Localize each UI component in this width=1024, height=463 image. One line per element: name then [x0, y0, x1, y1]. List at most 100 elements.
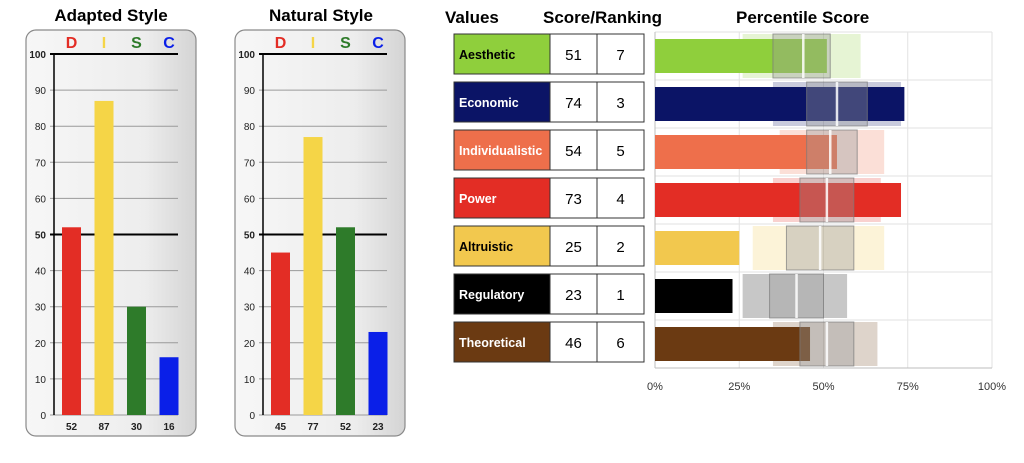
percentile-bar-economic: [655, 87, 905, 121]
range-band-outer-altruistic: [752, 226, 885, 270]
value-label-cell-theoretical: [453, 321, 551, 363]
natural-ytick-label: 40: [244, 267, 256, 278]
adapted-style-title: Adapted Style: [54, 6, 168, 25]
values-header: Values: [445, 8, 499, 27]
adapted-ytick-label: 0: [40, 411, 46, 422]
natural-ytick-label: 70: [244, 158, 256, 169]
rank-value: 3: [616, 95, 624, 112]
rank-value: 4: [616, 191, 624, 208]
value-label-cell-power: [453, 177, 551, 219]
natural-ytick-label: 10: [244, 375, 256, 386]
score-cell: [549, 273, 598, 315]
natural-bar-I: [303, 137, 323, 415]
adapted-value-label: 87: [98, 422, 110, 433]
percentile-score-title: Percentile Score: [736, 8, 870, 27]
value-label: Altruistic: [459, 240, 513, 254]
score-value: 74: [565, 95, 582, 112]
adapted-category-S: S: [131, 35, 142, 52]
percentile-bar-regulatory: [655, 279, 733, 313]
adapted-category-D: D: [66, 35, 78, 52]
range-band-outer-regulatory: [742, 274, 848, 318]
adapted-ytick-label: 30: [35, 303, 47, 314]
natural-style-title: Natural Style: [269, 6, 373, 25]
natural-value-label: 77: [307, 422, 319, 433]
score-cell: [549, 33, 598, 75]
adapted-value-label: 30: [131, 422, 143, 433]
score-cell: [549, 321, 598, 363]
adapted-bar-S: [127, 306, 146, 415]
score-ranking-header: Score/Ranking: [543, 8, 663, 27]
score-value: 54: [565, 143, 582, 160]
natural-value-label: 52: [340, 422, 352, 433]
value-label: Economic: [459, 96, 519, 110]
score-cell: [549, 129, 598, 171]
rank-value: 5: [616, 143, 624, 160]
value-label: Theoretical: [459, 336, 526, 350]
score-value: 51: [565, 47, 582, 64]
rank-cell: [596, 225, 645, 267]
natural-ytick-label: 80: [244, 122, 256, 133]
adapted-value-label: 52: [66, 422, 78, 433]
adapted-ytick-label: 70: [35, 158, 47, 169]
adapted-ytick-label: 90: [35, 86, 47, 97]
natural-ytick-label: 100: [238, 50, 255, 61]
adapted-bar-D: [62, 227, 81, 415]
natural-category-S: S: [340, 35, 351, 52]
value-label-cell-economic: [453, 81, 551, 123]
rank-cell: [596, 177, 645, 219]
percentile-bar-aesthetic: [655, 39, 827, 73]
adapted-category-C: C: [163, 35, 175, 52]
value-label-cell-aesthetic: [453, 33, 551, 75]
rank-cell: [596, 321, 645, 363]
value-label-cell-regulatory: [453, 273, 551, 315]
adapted-ytick-label: 100: [29, 50, 46, 61]
value-label: Aesthetic: [459, 48, 515, 62]
percentile-xtick-label: 25%: [728, 381, 750, 393]
natural-category-D: D: [275, 35, 287, 52]
natural-ytick-label: 20: [244, 339, 256, 350]
score-value: 25: [565, 239, 582, 256]
percentile-bar-theoretical: [655, 327, 811, 361]
natural-value-label: 45: [275, 422, 287, 433]
percentile-xtick-label: 0%: [647, 381, 663, 393]
adapted-ytick-label: 50: [35, 231, 47, 242]
natural-category-C: C: [372, 35, 384, 52]
rank-value: 2: [616, 239, 624, 256]
natural-bar-D: [271, 252, 290, 415]
natural-ytick-label: 30: [244, 303, 256, 314]
adapted-category-I: I: [102, 35, 106, 52]
adapted-bar-C: [159, 357, 179, 415]
natural-bar-C: [368, 331, 388, 415]
adapted-ytick-label: 10: [35, 375, 47, 386]
value-label-cell-individualistic: [453, 129, 551, 171]
range-band-inner-aesthetic: [772, 33, 831, 79]
rank-value: 7: [616, 47, 624, 64]
rank-cell: [596, 129, 645, 171]
value-label: Regulatory: [459, 288, 524, 302]
adapted-ytick-label: 60: [35, 194, 47, 205]
adapted-ytick-label: 20: [35, 339, 47, 350]
percentile-xtick-label: 100%: [978, 381, 1006, 393]
natural-ytick-label: 90: [244, 86, 256, 97]
natural-ytick-label: 50: [244, 231, 256, 242]
score-value: 73: [565, 191, 582, 208]
rank-cell: [596, 33, 645, 75]
percentile-bar-power: [655, 183, 902, 217]
rank-cell: [596, 273, 645, 315]
value-label: Power: [459, 192, 497, 206]
score-cell: [549, 177, 598, 219]
percentile-bar-altruistic: [655, 231, 740, 265]
rank-cell: [596, 81, 645, 123]
rank-value: 6: [616, 335, 624, 352]
adapted-bar-I: [94, 100, 114, 416]
natural-bar-S: [336, 227, 355, 415]
adapted-ytick-label: 40: [35, 267, 47, 278]
adapted-value-label: 16: [163, 422, 175, 433]
natural-ytick-label: 60: [244, 194, 256, 205]
score-value: 23: [565, 287, 582, 304]
score-value: 46: [565, 335, 582, 352]
range-band-inner-individualistic: [806, 129, 858, 175]
percentile-xtick-label: 50%: [812, 381, 834, 393]
percentile-xtick-label: 75%: [897, 381, 919, 393]
value-label-cell-altruistic: [453, 225, 551, 267]
